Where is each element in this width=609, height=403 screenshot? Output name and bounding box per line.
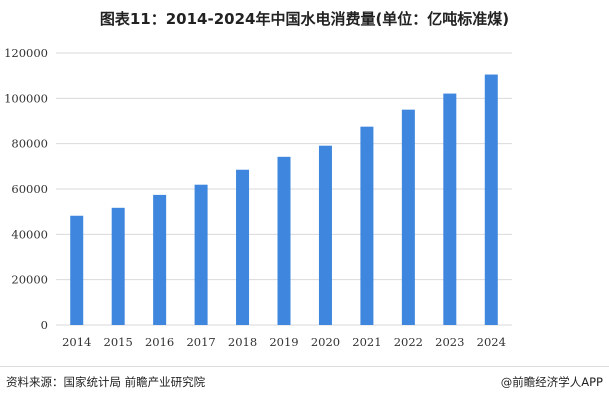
x-tick-label: 2019 — [269, 335, 298, 349]
x-tick-label: 2014 — [62, 335, 91, 349]
y-tick-label: 120000 — [4, 46, 48, 60]
bar-2016 — [153, 194, 167, 325]
bar-2014 — [70, 215, 84, 325]
y-tick-label: 60000 — [11, 182, 48, 196]
brand-label: @前瞻经济学人APP — [500, 375, 603, 389]
y-tick-label: 20000 — [11, 273, 48, 287]
bar-2020 — [318, 145, 332, 325]
x-tick-label: 2016 — [145, 335, 174, 349]
y-tick-label: 80000 — [11, 137, 48, 151]
bar-2018 — [236, 169, 250, 325]
y-tick-label: 0 — [41, 318, 48, 332]
x-tick-label: 2015 — [104, 335, 133, 349]
bar-2015 — [111, 207, 125, 325]
y-tick-label: 100000 — [4, 91, 48, 105]
y-tick-label: 40000 — [11, 227, 48, 241]
bar-2024 — [484, 74, 498, 326]
x-tick-label: 2022 — [394, 335, 423, 349]
divider — [0, 366, 609, 367]
x-tick-label: 2024 — [477, 335, 506, 349]
x-tick-label: 2023 — [435, 335, 464, 349]
x-tick-label: 2021 — [352, 335, 381, 349]
bar-2023 — [443, 93, 457, 325]
x-tick-label: 2017 — [186, 335, 215, 349]
bar-2022 — [401, 109, 415, 326]
x-tick-label: 2018 — [228, 335, 257, 349]
chart-title: 图表11：2014-2024年中国水电消费量(单位：亿吨标准煤) — [99, 10, 510, 28]
source-note: 资料来源：国家统计局 前瞻产业研究院 — [6, 375, 206, 389]
bar-2017 — [194, 184, 208, 325]
x-tick-label: 2020 — [311, 335, 340, 349]
bar-2019 — [277, 156, 291, 325]
bar-2021 — [360, 126, 374, 326]
